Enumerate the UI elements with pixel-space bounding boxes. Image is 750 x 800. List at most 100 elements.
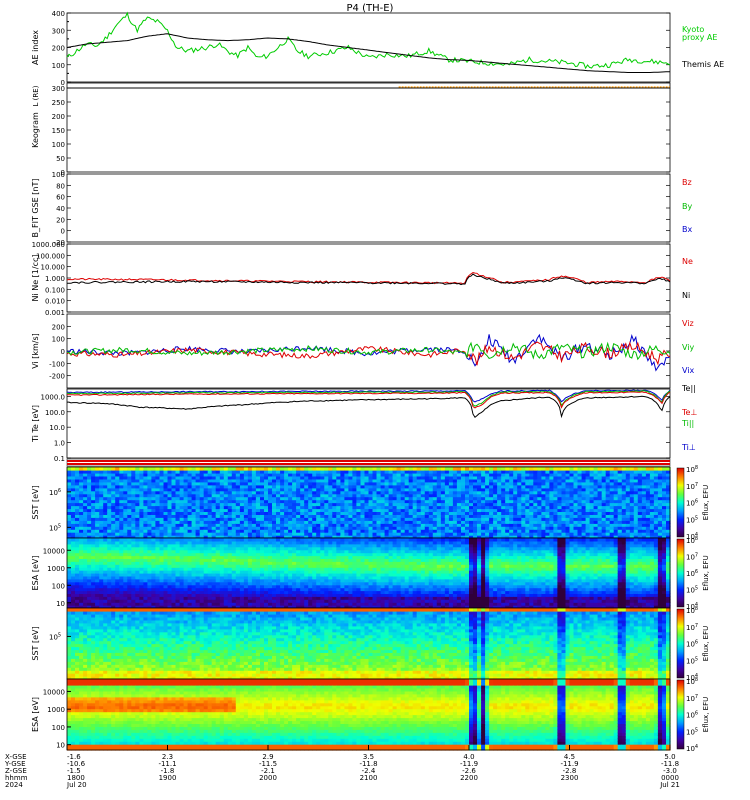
spectrogram-cell xyxy=(127,599,132,603)
spectrogram-cell xyxy=(167,532,173,536)
spectrogram-cell xyxy=(223,564,229,568)
spectrogram-cell xyxy=(312,535,317,539)
spectrogram-cell xyxy=(537,467,542,471)
spectrogram-cell xyxy=(111,478,116,483)
spectrogram-cell xyxy=(175,511,181,515)
spectrogram-cell xyxy=(260,505,265,510)
spectrogram-cell xyxy=(251,538,257,542)
spectrogram-cell xyxy=(187,564,193,568)
spectrogram-cell xyxy=(304,478,309,483)
spectrogram-cell xyxy=(147,478,152,483)
spectrogram-cell xyxy=(292,502,297,507)
spectrogram-cell xyxy=(171,532,177,536)
spectrogram-cell xyxy=(195,529,201,533)
spectrogram-cell xyxy=(235,475,241,480)
spectrogram-cell xyxy=(284,470,289,474)
spectrogram-cell xyxy=(75,564,80,568)
spectrogram-cell xyxy=(67,472,72,477)
spectrogram-cell xyxy=(91,529,96,533)
spectrogram-cell xyxy=(135,470,140,474)
spectrogram-cell xyxy=(227,499,233,504)
spectrogram-cell xyxy=(251,520,257,524)
spectrogram-cell xyxy=(215,475,221,480)
spectrogram-cell xyxy=(147,496,152,501)
spectrogram-cell xyxy=(131,487,136,492)
spectrogram-cell xyxy=(159,532,165,536)
spectrogram-cell xyxy=(300,508,305,512)
spectrogram-cell xyxy=(151,508,156,512)
velocity-series-viy xyxy=(66,341,671,361)
spectrogram-cell xyxy=(219,484,225,489)
spectrogram-cell xyxy=(304,472,309,477)
spectrogram-cell xyxy=(211,499,217,504)
spectrogram-cell xyxy=(247,514,253,518)
spectrogram-cell xyxy=(131,517,136,521)
spectrogram-cell xyxy=(123,581,128,586)
spectrogram-cell xyxy=(167,581,173,586)
spectrogram-cell xyxy=(276,517,281,521)
spectrogram-cell xyxy=(469,467,474,471)
spectrogram-cell xyxy=(284,526,289,530)
spectrogram-cell xyxy=(227,517,233,521)
spectrogram-cell xyxy=(91,467,96,471)
spectrogram-cell xyxy=(288,523,293,527)
spectrogram-cell xyxy=(163,520,169,524)
spectrogram-cell xyxy=(99,529,104,533)
spectrogram-cell xyxy=(167,505,173,510)
spectrogram-cell xyxy=(255,499,261,504)
spectrogram-cell xyxy=(67,508,72,512)
spectrogram-cell xyxy=(227,535,233,539)
spectrogram-cell xyxy=(67,514,72,518)
spectrogram-cell xyxy=(163,478,169,483)
spectrogram-cell xyxy=(219,499,225,504)
spectrogram-cell xyxy=(308,511,313,515)
spectrogram-cell xyxy=(247,529,253,533)
spectrogram-cell xyxy=(107,493,112,498)
spectrogram-cell xyxy=(264,535,269,539)
spectrogram-cell xyxy=(147,538,152,542)
spectrogram-cell xyxy=(139,475,144,480)
spectrogram-cell xyxy=(493,467,498,471)
spectrogram-cell xyxy=(364,467,370,471)
density-series-ne xyxy=(66,271,671,285)
spectrogram-cell xyxy=(231,546,237,551)
spectrogram-cell xyxy=(151,478,156,483)
spectrogram-cell xyxy=(87,487,92,492)
spectrogram-cell xyxy=(223,599,229,603)
spectrogram-cell xyxy=(111,470,116,474)
spectrogram-cell xyxy=(597,467,603,471)
spectrogram-cell xyxy=(191,564,197,568)
spectrogram-cell xyxy=(127,526,132,530)
spectrogram-cell xyxy=(75,499,80,504)
spectrogram-cell xyxy=(199,478,205,483)
spectrogram-cell xyxy=(276,490,281,495)
spectrogram-cell xyxy=(199,508,205,512)
spectrogram-cell xyxy=(71,520,76,524)
spectrogram-cell xyxy=(159,529,165,533)
spectrogram-cell xyxy=(87,493,92,498)
y-tick-label: 10.0 xyxy=(49,424,65,432)
spectrogram-cell xyxy=(203,529,209,533)
spectrogram-cell xyxy=(183,517,189,521)
spectrogram-cell xyxy=(268,490,273,495)
spectrogram-cell xyxy=(111,546,116,551)
spectrogram-cell xyxy=(247,505,253,510)
spectrogram-cell xyxy=(127,467,132,471)
spectrogram-cell xyxy=(111,508,116,512)
spectrogram-cell xyxy=(219,487,225,492)
spectrogram-cell xyxy=(268,581,273,586)
spectrogram-cell xyxy=(111,502,116,507)
spectrogram-cell xyxy=(171,523,177,527)
spectrogram-cell xyxy=(207,478,213,483)
spectrogram-cell xyxy=(155,581,160,586)
spectrogram-cell xyxy=(151,484,156,489)
spectrogram-cell xyxy=(227,546,233,551)
spectrogram-cell xyxy=(167,599,173,603)
y-tick-label: 0 xyxy=(61,79,65,87)
spectrogram-cell xyxy=(139,523,144,527)
spectrogram-cell xyxy=(151,546,156,551)
spectrogram-cell xyxy=(87,484,92,489)
keogram-frame xyxy=(66,87,671,173)
spectrogram-cell xyxy=(247,472,253,477)
spectrogram-cell xyxy=(163,467,169,471)
